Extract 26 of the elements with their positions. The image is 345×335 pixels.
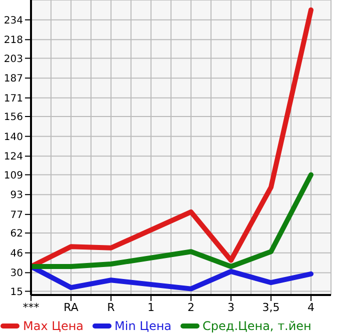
x-tick-label: 4 [308,300,314,314]
y-tick-label: 187 [4,74,23,85]
y-tick-label: 46 [10,248,23,260]
y-tick-label: 93 [10,190,23,202]
y-tick-label: 171 [4,93,23,104]
x-tick-label: R [107,300,116,314]
legend-label: Max Цена [22,319,84,333]
y-tick-label: 234 [4,15,23,26]
y-tick-label: 77 [10,210,23,221]
x-tick-label: 1 [148,300,154,314]
y-tick-label: 218 [4,35,23,46]
x-tick-label: RA [64,300,79,314]
x-tick-label: 3 [228,300,234,314]
y-tick-label: 15 [10,286,23,298]
x-tick-label: 2 [188,300,194,314]
y-tick-label: 140 [4,132,23,143]
x-tick-label: 3,5 [262,300,280,314]
y-tick-label: 124 [4,152,23,163]
legend-label: Min Цена [114,319,172,333]
legend-label: Сред.Цена, т.йен [202,319,312,333]
y-tick-label: 62 [10,228,23,240]
y-tick-label: 156 [4,112,23,124]
x-tick-label: *** [22,300,40,314]
y-tick-label: 30 [10,268,23,280]
y-tick-label: 203 [4,54,23,65]
y-tick-label: 109 [4,170,23,182]
